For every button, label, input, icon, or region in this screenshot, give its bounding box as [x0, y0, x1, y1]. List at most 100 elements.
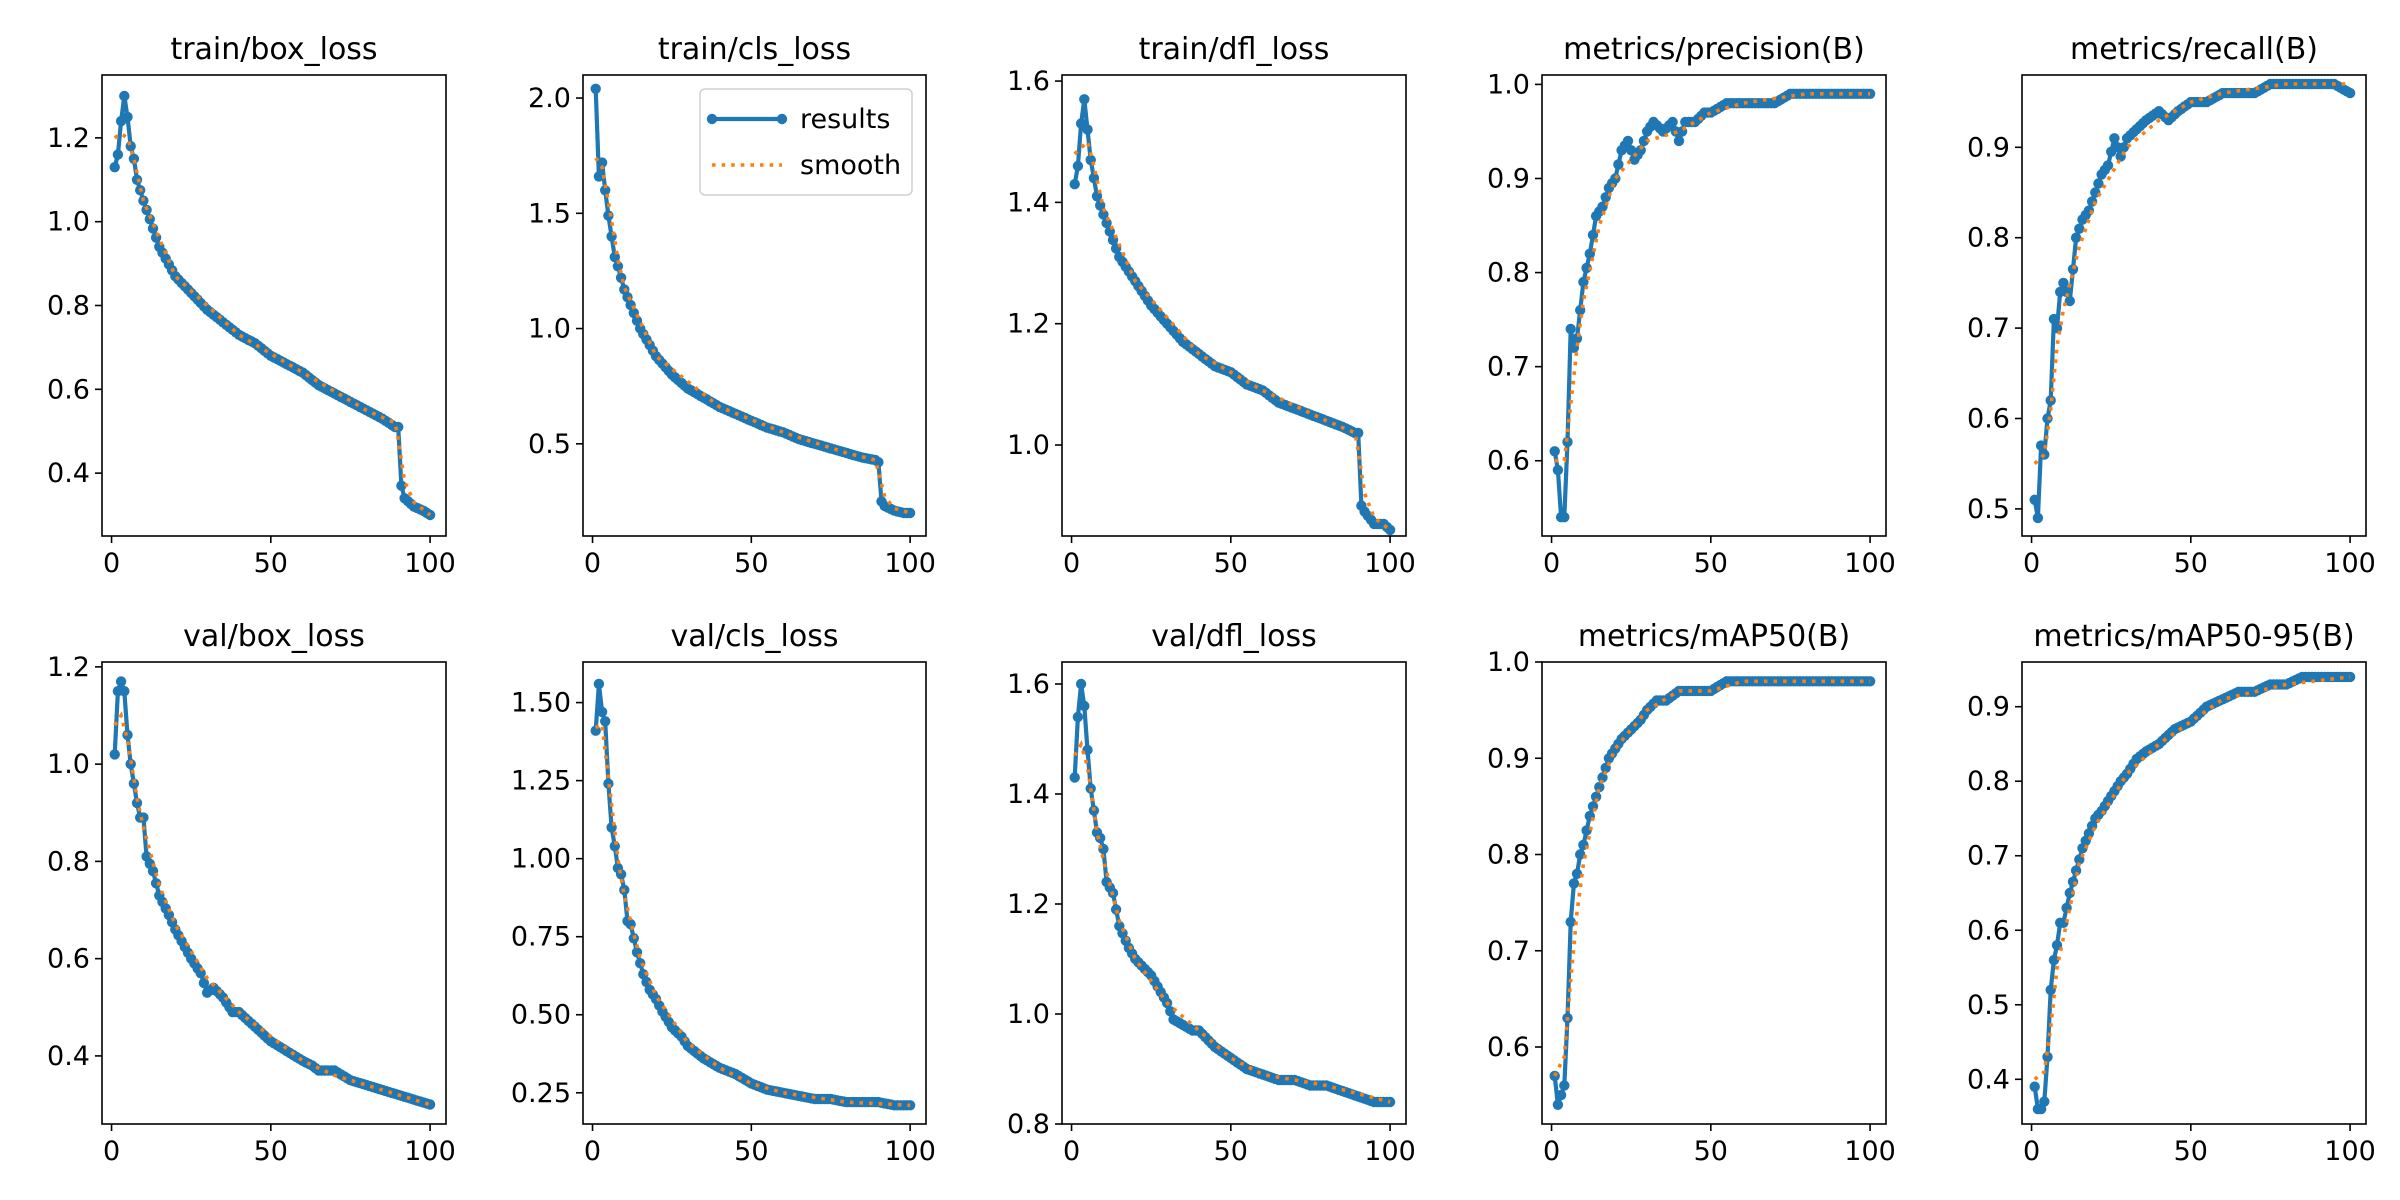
results-point — [2109, 133, 2120, 144]
results-point — [1571, 868, 1583, 879]
chart-title: train/dfl_loss — [1139, 32, 1330, 67]
y-tick-label: 1.6 — [1007, 669, 1050, 700]
results-point — [1072, 711, 1084, 723]
y-tick-label: 1.4 — [1007, 187, 1050, 218]
results-point — [1613, 159, 1624, 170]
results-point — [150, 878, 162, 889]
results-point — [195, 968, 206, 979]
y-tick-label: 1.2 — [1007, 309, 1050, 340]
y-tick-label: 0.4 — [1967, 1064, 2010, 1095]
chart-title: val/cls_loss — [671, 619, 839, 654]
x-tick-label: 0 — [1543, 548, 1560, 579]
smooth-line — [1553, 679, 1871, 1077]
results-point — [396, 480, 407, 491]
chart-panel: val/box_loss 0 50 100 0.4 0.6 0.8 1.0 1.2 — [47, 619, 456, 1167]
y-tick-label: 1.2 — [47, 123, 90, 154]
results-point — [2064, 887, 2075, 899]
chart-panel: train/dfl_loss 0 50 100 1.0 1.2 1.4 1.6 — [1007, 32, 1416, 579]
results-point — [2074, 223, 2085, 234]
results-point — [1552, 1099, 1564, 1111]
results-point — [1075, 678, 1087, 690]
results-point — [1568, 878, 1580, 889]
y-tick-label: 1.0 — [1487, 69, 1530, 100]
chart-title: val/dfl_loss — [1151, 619, 1316, 654]
x-tick-label: 50 — [734, 548, 768, 579]
x-tick-label: 50 — [254, 548, 288, 579]
y-tick-label: 1.0 — [528, 314, 571, 345]
results-point — [1079, 94, 1090, 105]
y-tick-label: 0.9 — [1967, 692, 2010, 723]
x-tick-label: 0 — [584, 1136, 601, 1167]
results-point — [2093, 178, 2104, 189]
results-point — [1069, 772, 1080, 783]
y-tick-label: 0.9 — [1487, 743, 1530, 774]
results-point — [1559, 1080, 1570, 1091]
y-tick-label: 0.8 — [1007, 1109, 1050, 1140]
y-tick-label: 0.5 — [528, 429, 571, 460]
results-point — [1082, 124, 1093, 135]
results-point — [109, 162, 120, 173]
results-point — [109, 749, 120, 760]
chart-title: train/cls_loss — [658, 32, 851, 67]
results-point — [593, 171, 605, 182]
x-tick-label: 100 — [884, 548, 936, 579]
plot-frame — [1541, 661, 1887, 1125]
y-tick-label: 0.7 — [1487, 352, 1530, 383]
y-tick-label: 0.4 — [47, 1041, 90, 1072]
x-tick-label: 100 — [1364, 1136, 1416, 1167]
x-tick-label: 100 — [1364, 548, 1416, 579]
smooth-line — [2033, 675, 2351, 1081]
y-tick-label: 0.6 — [1967, 403, 2010, 434]
x-tick-label: 0 — [584, 548, 601, 579]
results-line — [2032, 674, 2351, 1112]
results-point — [2032, 512, 2044, 524]
y-tick-label: 0.8 — [1487, 840, 1530, 871]
results-point — [1079, 700, 1090, 712]
results-point — [1095, 832, 1106, 844]
results-line — [1552, 91, 1871, 520]
y-tick-label: 1.2 — [1007, 889, 1050, 920]
plot-frame — [582, 74, 927, 537]
chart-panel: train/cls_loss 0 50 100 0.5 1.0 1.5 2.0 results s… — [528, 32, 936, 579]
results-point — [596, 157, 608, 168]
y-tick-label: 0.5 — [1967, 494, 2010, 525]
x-tick-label: 50 — [734, 1136, 768, 1167]
results-point — [2039, 449, 2050, 460]
smooth-line — [113, 131, 432, 517]
results-line — [593, 681, 911, 1108]
smooth-line — [594, 721, 911, 1108]
results-point — [128, 778, 140, 789]
results-point — [1095, 200, 1106, 211]
results-point — [1638, 135, 1650, 147]
x-tick-label: 100 — [884, 1136, 936, 1167]
results-point — [1590, 791, 1602, 802]
results-point — [2048, 954, 2060, 966]
legend-box — [699, 88, 913, 196]
x-tick-label: 100 — [404, 548, 456, 579]
y-tick-label: 1.0 — [47, 749, 90, 780]
results-point — [1622, 135, 1634, 147]
y-tick-label: 1.6 — [1007, 66, 1050, 97]
plot-frame — [2021, 661, 2367, 1125]
smooth-line — [1073, 138, 1392, 532]
results-point — [2344, 87, 2356, 99]
results-point — [2029, 494, 2040, 505]
chart-panel: metrics/recall(B) 0 50 100 0.5 0.6 0.7 0.8 0.9 — [1967, 32, 2376, 579]
results-point — [593, 678, 605, 690]
y-tick-label: 0.6 — [47, 944, 90, 975]
results-point — [1559, 512, 1570, 523]
y-tick-label: 0.6 — [1487, 1032, 1530, 1063]
smooth-line — [2033, 82, 2351, 466]
y-tick-label: 0.6 — [47, 374, 90, 405]
x-tick-label: 100 — [2324, 1136, 2376, 1167]
results-point — [612, 261, 624, 272]
x-tick-label: 50 — [2174, 548, 2208, 579]
results-point — [131, 797, 143, 809]
y-tick-label: 0.9 — [1967, 132, 2010, 163]
results-point — [2061, 286, 2072, 298]
y-tick-label: 1.50 — [511, 688, 571, 719]
legend-marker — [776, 113, 788, 125]
y-tick-label: 1.2 — [47, 652, 90, 683]
results-line — [1072, 97, 1392, 532]
